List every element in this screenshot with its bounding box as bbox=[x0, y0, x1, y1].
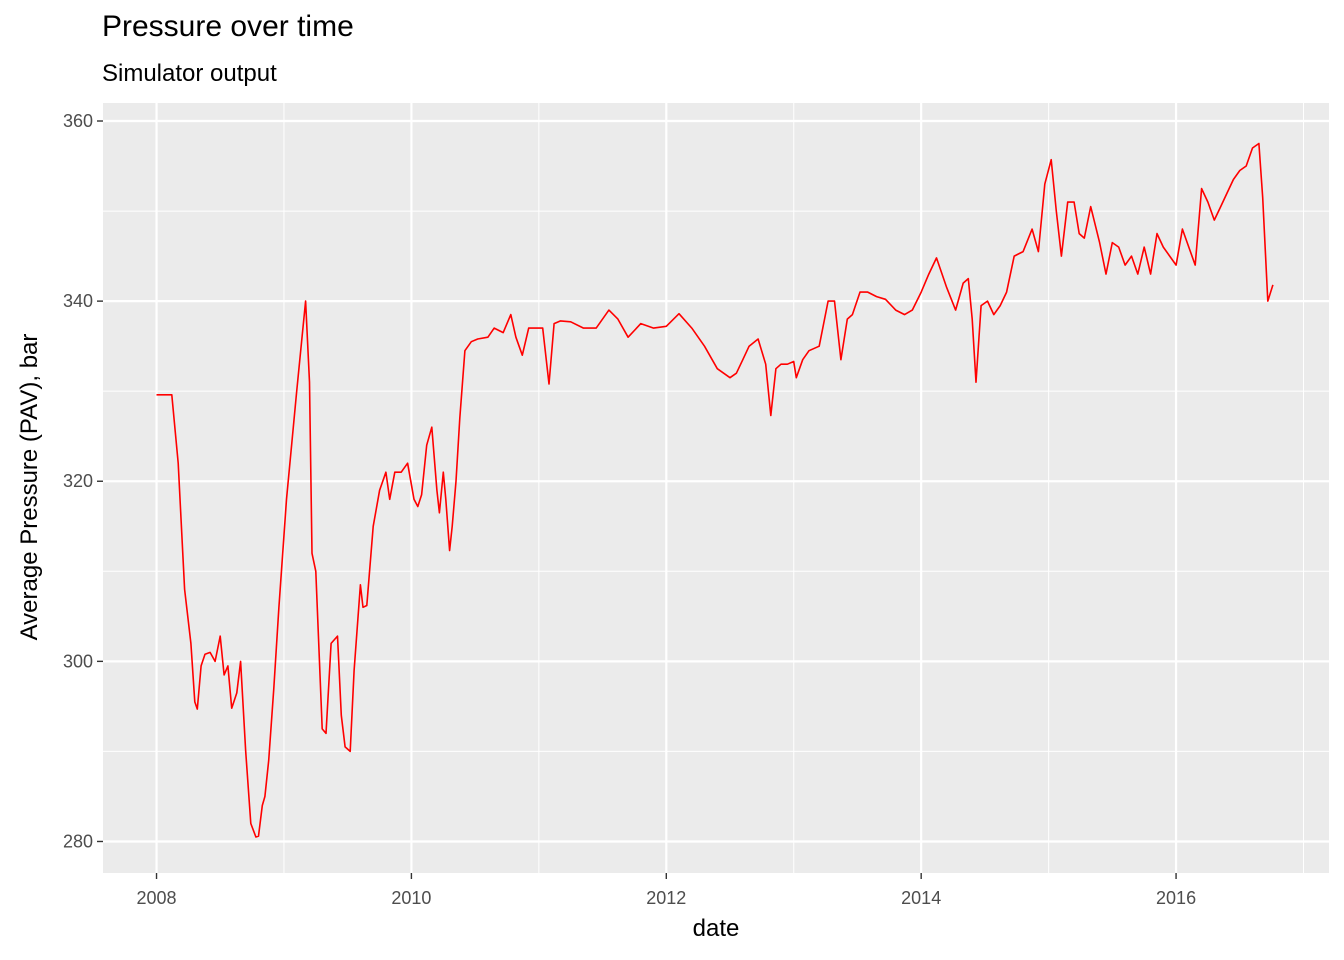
y-tick-label: 360 bbox=[63, 111, 93, 131]
series-line-pav bbox=[156, 142, 1274, 838]
chart-title: Pressure over time bbox=[102, 10, 354, 43]
chart-subtitle: Simulator output bbox=[102, 60, 277, 87]
y-tick-label: 280 bbox=[63, 831, 93, 851]
major-gridlines bbox=[103, 103, 1329, 873]
y-tick-label: 340 bbox=[63, 291, 93, 311]
x-tick-label: 2010 bbox=[391, 888, 431, 908]
x-tick-label: 2008 bbox=[137, 888, 177, 908]
y-tick-label: 300 bbox=[63, 651, 93, 671]
x-axis-title: date bbox=[692, 915, 740, 942]
y-axis: 280 300 320 340 360 bbox=[63, 111, 103, 851]
x-tick-label: 2012 bbox=[646, 888, 686, 908]
x-tick-label: 2016 bbox=[1156, 888, 1196, 908]
plot-panel bbox=[103, 103, 1329, 873]
x-axis: 2008 2010 2012 2014 2016 bbox=[137, 873, 1196, 908]
x-tick-label: 2014 bbox=[901, 888, 941, 908]
series-group bbox=[156, 142, 1274, 838]
minor-gridlines bbox=[103, 103, 1329, 873]
y-tick-label: 320 bbox=[63, 471, 93, 491]
y-axis-title: Average Pressure (PAV), bar bbox=[16, 333, 43, 641]
